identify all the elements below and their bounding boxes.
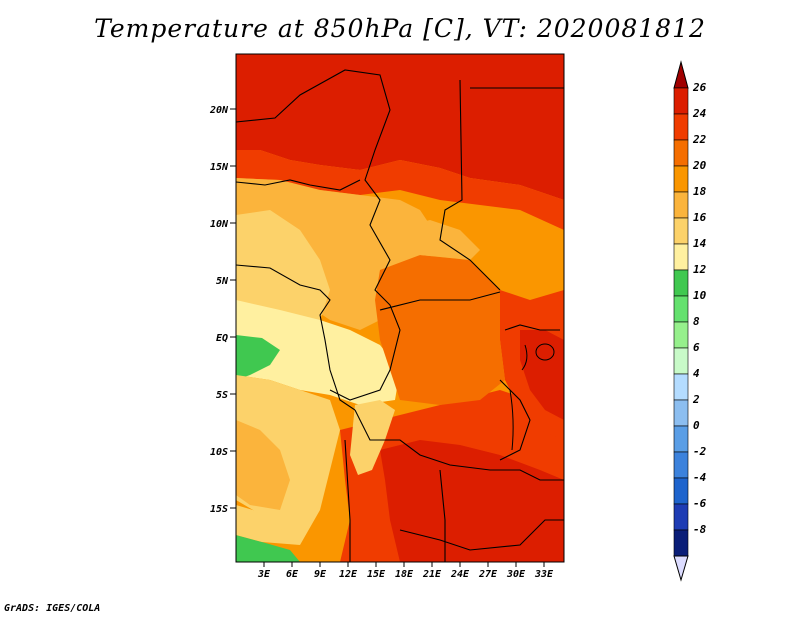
lon-label-24e: 24E <box>450 569 470 580</box>
lon-label-6e: 6E <box>286 569 299 580</box>
colorbar: 26 24 22 20 18 16 14 12 10 8 6 4 2 0 -2 … <box>673 60 707 582</box>
colorbar-swatch-5 <box>673 191 689 219</box>
colorbar-swatch-12 <box>673 373 689 401</box>
lat-axis: 20N 15N 10N 5N EQ 5S 10S 15S <box>209 105 236 515</box>
lon-label-27e: 27E <box>478 569 498 580</box>
lon-axis: 3E 6E 9E 12E 15E 18E 21E 24E 27E 30E 33E <box>257 562 554 580</box>
lon-label-12e: 12E <box>339 569 358 580</box>
colorbar-label-12: 12 <box>693 263 707 276</box>
colorbar-bottom-arrow <box>673 555 689 582</box>
lat-label-15s: 15S <box>210 504 228 515</box>
colorbar-swatch-7 <box>673 243 689 271</box>
lon-label-21e: 21E <box>422 569 442 580</box>
colorbar-swatch-1 <box>673 87 689 115</box>
colorbar-swatch-14 <box>673 425 689 453</box>
colorbar-swatch-4 <box>673 165 689 193</box>
colorbar-label-minus-8: -8 <box>693 523 707 536</box>
colorbar-swatch-11 <box>673 347 689 375</box>
colorbar-swatch-8 <box>673 269 689 297</box>
colorbar-label-16: 16 <box>693 211 707 224</box>
colorbar-swatch-9 <box>673 295 689 323</box>
lon-label-30e: 30E <box>506 569 526 580</box>
lat-label-10s: 10S <box>210 447 228 458</box>
colorbar-swatch-3 <box>673 139 689 167</box>
colorbar-label-minus-4: -4 <box>693 471 707 484</box>
lon-label-3e: 3E <box>257 569 271 580</box>
colorbar-labels: 26 24 22 20 18 16 14 12 10 8 6 4 2 0 -2 … <box>692 81 707 536</box>
lat-label-5s: 5S <box>216 390 228 401</box>
map-title: Temperature at 850hPa [C], VT: 202008181… <box>94 14 706 43</box>
colorbar-label-26: 26 <box>692 81 707 94</box>
colorbar-swatches <box>673 60 689 582</box>
lat-label-20n: 20N <box>209 105 229 116</box>
colorbar-swatch-17 <box>673 503 689 531</box>
colorbar-swatch-10 <box>673 321 689 349</box>
colorbar-label-18: 18 <box>693 185 707 198</box>
lon-label-18e: 18E <box>395 569 414 580</box>
lat-label-15n: 15N <box>210 162 229 173</box>
colorbar-label-20: 20 <box>692 159 707 172</box>
colorbar-top-arrow <box>673 60 689 89</box>
temperature-field <box>236 54 564 562</box>
colorbar-label-2: 2 <box>692 393 700 406</box>
colorbar-swatch-2 <box>673 113 689 141</box>
lon-label-33e: 33E <box>534 569 554 580</box>
colorbar-label-10: 10 <box>693 289 707 302</box>
colorbar-swatch-15 <box>673 451 689 479</box>
colorbar-swatch-13 <box>673 399 689 427</box>
colorbar-label-24: 24 <box>692 107 707 120</box>
lon-label-9e: 9E <box>314 569 327 580</box>
colorbar-label-14: 14 <box>693 237 707 250</box>
plot-frame <box>235 53 565 563</box>
country-borders <box>236 69 564 562</box>
colorbar-label-4: 4 <box>693 367 700 380</box>
colorbar-label-0: 0 <box>693 419 700 432</box>
colorbar-swatch-6 <box>673 217 689 245</box>
lat-label-eq: EQ <box>216 333 228 344</box>
lakes <box>509 343 555 451</box>
lon-label-15e: 15E <box>367 569 386 580</box>
lat-label-10n: 10N <box>210 219 229 230</box>
colorbar-label-6: 6 <box>693 341 700 354</box>
lat-label-5n: 5N <box>216 276 229 287</box>
colorbar-label-minus-6: -6 <box>693 497 707 510</box>
colorbar-swatch-16 <box>673 477 689 505</box>
colorbar-label-22: 22 <box>692 133 707 146</box>
colorbar-label-minus-2: -2 <box>693 445 707 458</box>
colorbar-label-8: 8 <box>693 315 700 328</box>
colorbar-swatch-18 <box>673 529 689 557</box>
grads-credit: GrADS: IGES/COLA <box>4 603 101 614</box>
